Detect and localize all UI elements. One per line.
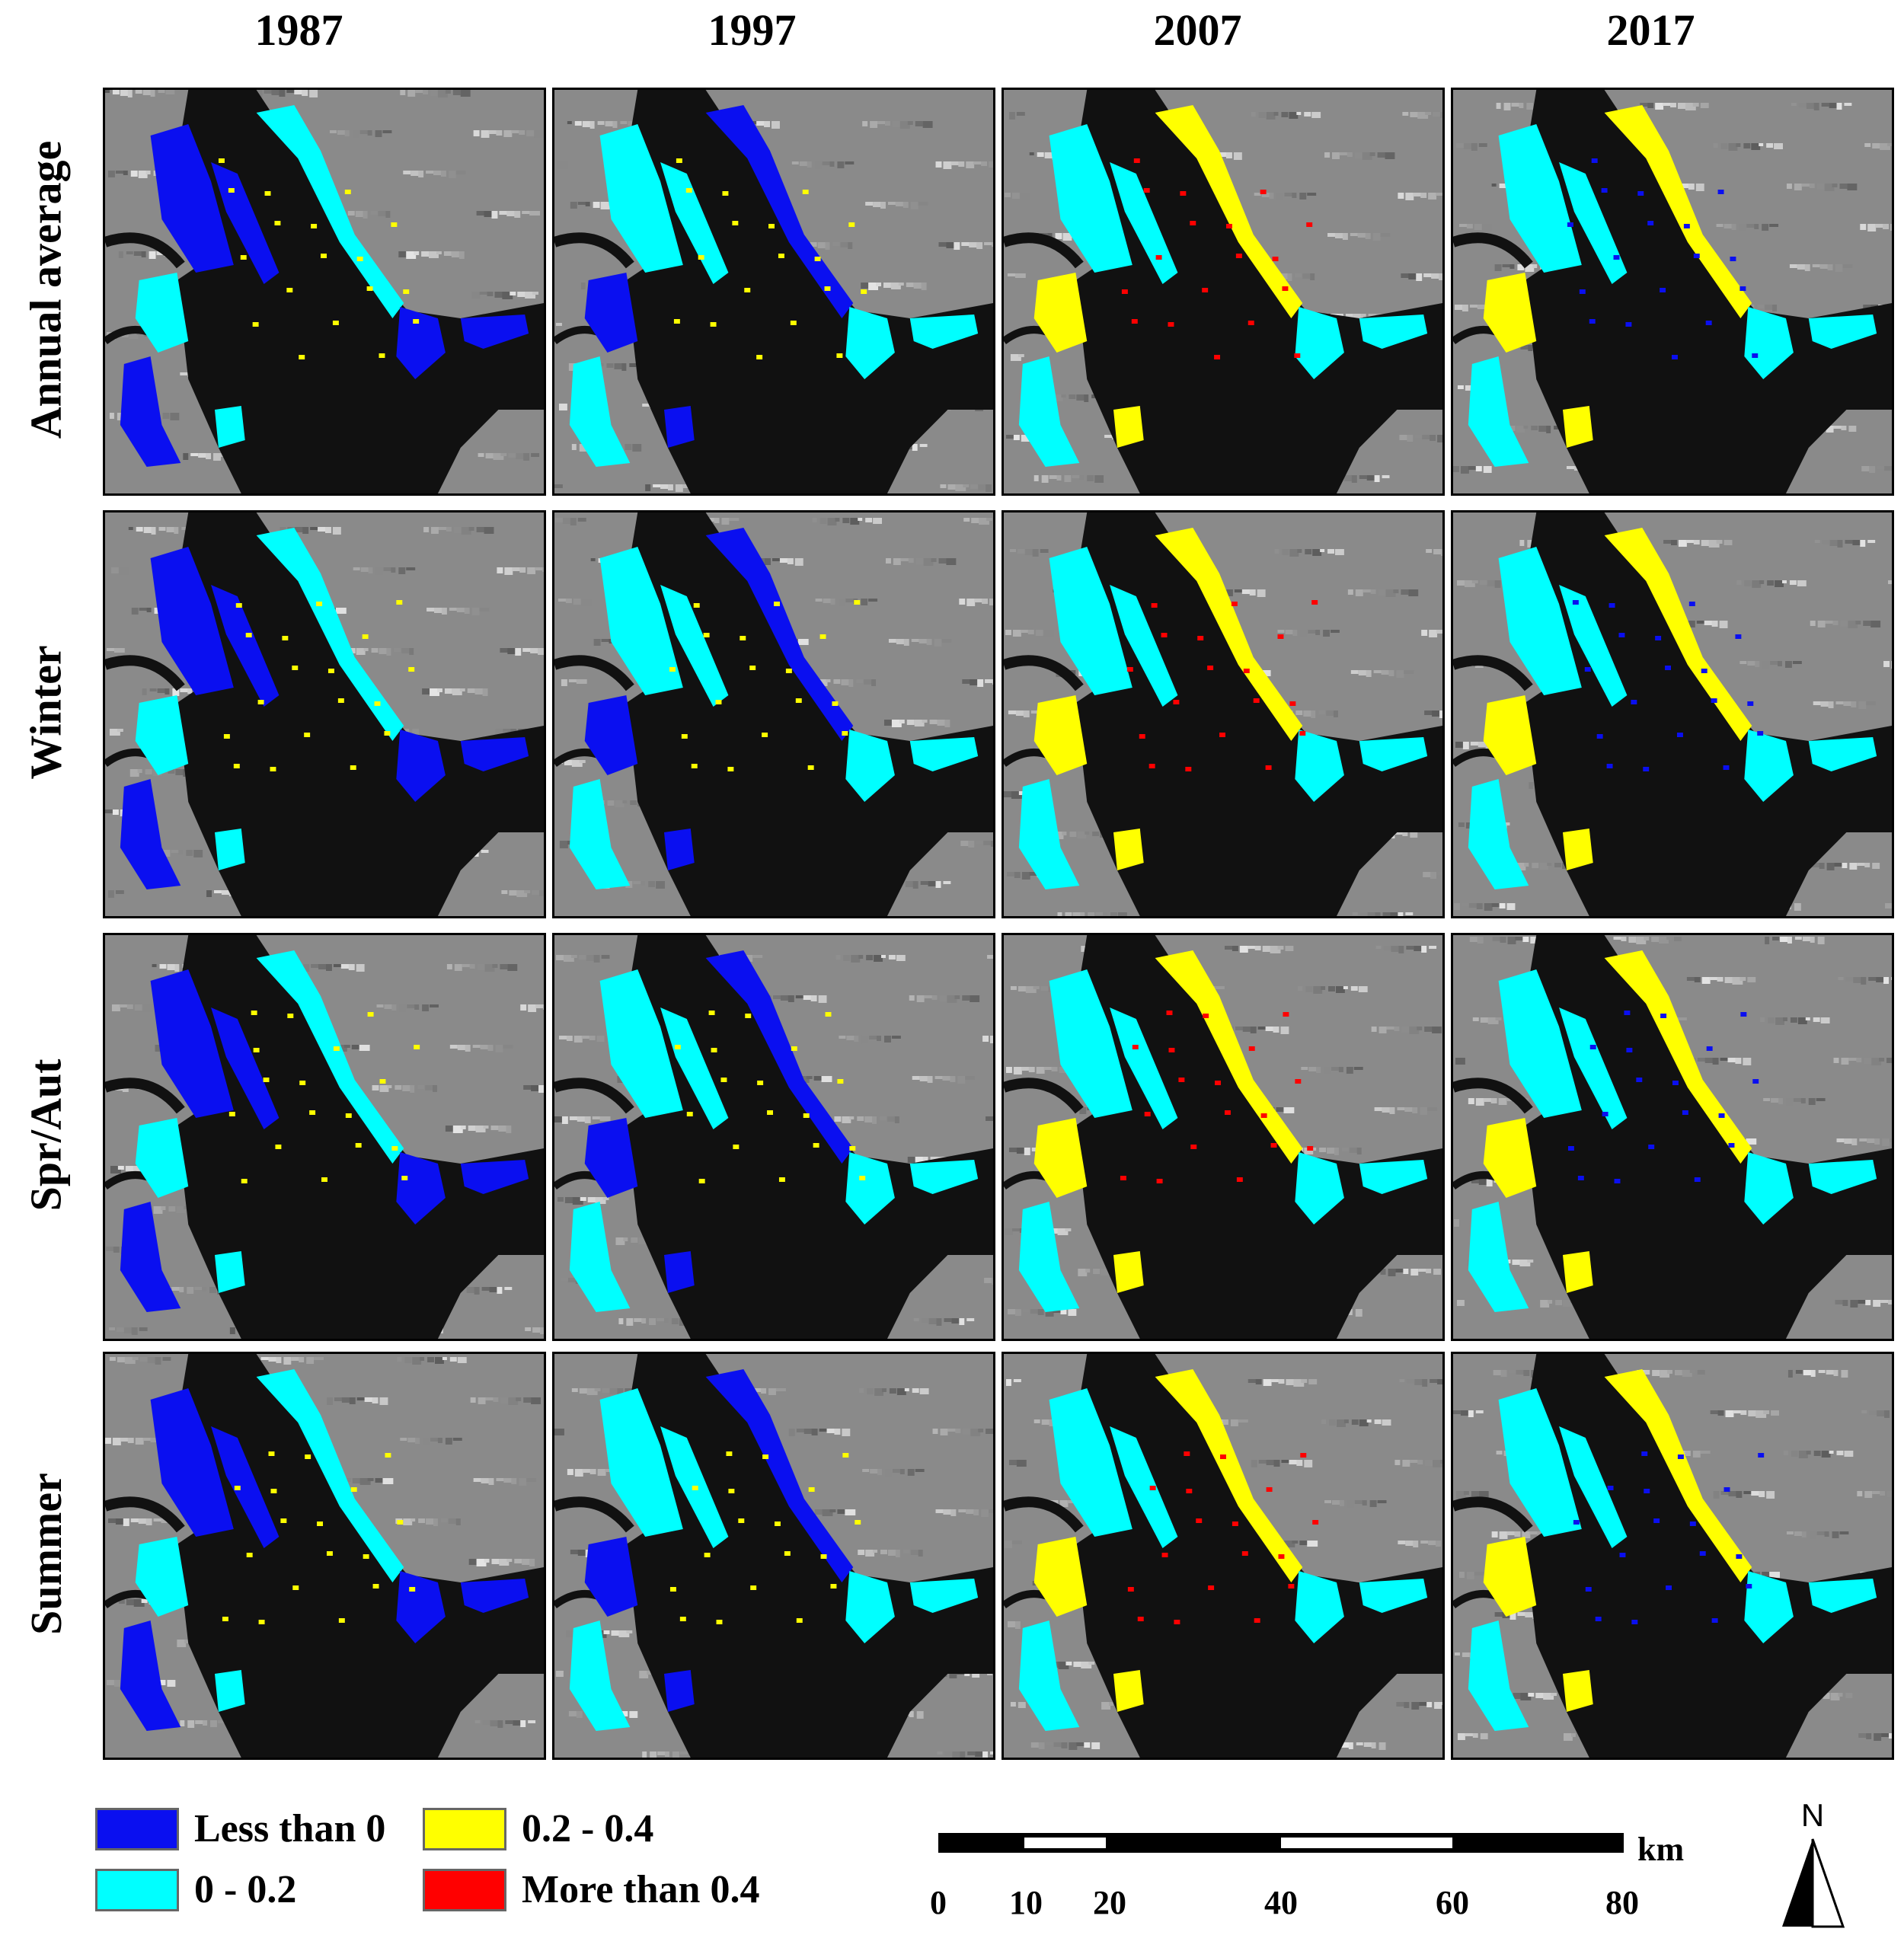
legend-item-more-than-0.4: More than 0.4 <box>423 1867 759 1912</box>
map-image <box>1453 512 1892 916</box>
scale-label-20: 20 <box>1093 1884 1126 1921</box>
map-image <box>554 90 993 493</box>
map-image <box>1453 1354 1892 1758</box>
map-image <box>1004 935 1442 1339</box>
scale-label-10: 10 <box>1009 1884 1043 1921</box>
legend-swatch-more-than-0.4 <box>423 1868 506 1911</box>
legend-label-less-than-0: Less than 0 <box>194 1807 386 1850</box>
map-panel-1987-annual-average <box>103 88 546 496</box>
map-panel-1997-spr-aut <box>552 933 995 1341</box>
map-panel-2007-spr-aut <box>1002 933 1445 1341</box>
map-image <box>1004 90 1442 493</box>
map-panel-2007-summer <box>1002 1352 1445 1760</box>
map-panel-2017-summer <box>1451 1352 1894 1760</box>
legend-item-0.2-0.4: 0.2 - 0.4 <box>423 1806 653 1851</box>
map-panel-1997-summer <box>552 1352 995 1760</box>
column-header-2017: 2017 <box>1606 5 1695 55</box>
map-image <box>105 512 544 916</box>
map-panel-2017-winter <box>1451 510 1894 918</box>
legend: Less than 0 0.2 - 0.4 0 - 0.2 More than … <box>95 1797 857 1927</box>
row-label-spr-aut: Spr/Aut <box>21 1059 71 1211</box>
row-label-summer: Summer <box>21 1472 71 1635</box>
map-panel-1987-winter <box>103 510 546 918</box>
map-image <box>105 1354 544 1758</box>
scale-bar: 0 10 20 40 60 80 km <box>930 1831 1684 1930</box>
legend-label-0.2-0.4: 0.2 - 0.4 <box>522 1807 654 1850</box>
map-image <box>1453 935 1892 1339</box>
map-image <box>1453 90 1892 493</box>
north-letter: N <box>1800 1797 1825 1833</box>
column-header-2007: 2007 <box>1153 5 1242 55</box>
legend-swatch-less-than-0 <box>95 1807 179 1850</box>
scale-label-40: 40 <box>1264 1884 1298 1921</box>
legend-swatch-0-0.2 <box>95 1868 179 1911</box>
column-header-1997: 1997 <box>708 5 797 55</box>
map-panel-2007-annual-average <box>1002 88 1445 496</box>
map-panel-1987-summer <box>103 1352 546 1760</box>
legend-label-0-0.2: 0 - 0.2 <box>194 1868 297 1911</box>
map-image <box>105 90 544 493</box>
map-panel-2007-winter <box>1002 510 1445 918</box>
map-image <box>105 935 544 1339</box>
map-panel-2017-spr-aut <box>1451 933 1894 1341</box>
scale-bar-graphic <box>938 1833 1624 1853</box>
row-label-winter: Winter <box>21 644 71 780</box>
legend-item-0-0.2: 0 - 0.2 <box>95 1867 296 1912</box>
legend-label-more-than-0.4: More than 0.4 <box>522 1868 760 1911</box>
map-image <box>554 512 993 916</box>
scale-unit: km <box>1637 1831 1685 1868</box>
map-image <box>1004 512 1442 916</box>
map-panel-1997-annual-average <box>552 88 995 496</box>
row-label-annual-average: Annual average <box>21 140 71 439</box>
scale-label-0: 0 <box>930 1884 947 1921</box>
legend-swatch-0.2-0.4 <box>423 1807 506 1850</box>
scale-label-60: 60 <box>1436 1884 1469 1921</box>
north-arrow-icon <box>1782 1838 1845 1928</box>
legend-item-less-than-0: Less than 0 <box>95 1806 385 1851</box>
map-image <box>554 1354 993 1758</box>
north-arrow: N <box>1767 1797 1858 1934</box>
map-panel-1997-winter <box>552 510 995 918</box>
map-image <box>554 935 993 1339</box>
column-header-1987: 1987 <box>254 5 343 55</box>
map-image <box>1004 1354 1442 1758</box>
scale-label-80: 80 <box>1605 1884 1639 1921</box>
map-panel-2017-annual-average <box>1451 88 1894 496</box>
map-panel-1987-spr-aut <box>103 933 546 1341</box>
